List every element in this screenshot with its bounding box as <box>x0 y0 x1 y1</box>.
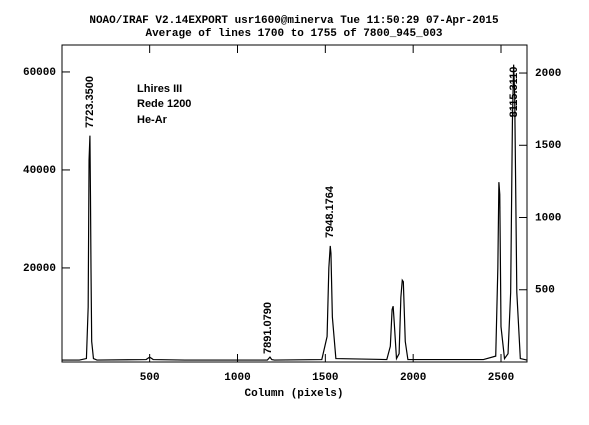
annotation-text: He-Ar <box>137 114 168 126</box>
x-tick-label: 500 <box>140 372 160 384</box>
plot-frame <box>61 44 528 363</box>
annotation-text: Lhires III <box>137 83 182 95</box>
line-annotation: 7948.1764 <box>324 185 336 238</box>
annotation-text: Rede 1200 <box>137 98 191 110</box>
y-tick-label: 60000 <box>23 67 56 79</box>
y2-tick-label: 1500 <box>535 140 561 152</box>
x-tick-label: 1500 <box>312 372 338 384</box>
line-annotation: 8115.3110 <box>508 67 520 118</box>
y-tick-label: 40000 <box>23 165 56 177</box>
x-tick-label: 2500 <box>488 372 514 384</box>
spectrum-line <box>62 64 528 361</box>
x-tick-label: 1000 <box>224 372 250 384</box>
line-annotation: 7891.0790 <box>262 302 274 354</box>
y2-tick-label: 500 <box>535 285 555 297</box>
y2-tick-label: 2000 <box>535 68 561 80</box>
chart-subtitle: Average of lines 1700 to 1755 of 7800_94… <box>145 28 442 40</box>
y2-tick-label: 1000 <box>535 212 561 224</box>
x-axis-label: Column (pixels) <box>244 388 343 400</box>
y-tick-label: 20000 <box>23 263 56 275</box>
x-tick-label: 2000 <box>400 372 426 384</box>
chart-title: NOAO/IRAF V2.14EXPORT usr1600@minerva Tu… <box>89 15 499 27</box>
line-annotation: 7723.3500 <box>84 76 96 128</box>
